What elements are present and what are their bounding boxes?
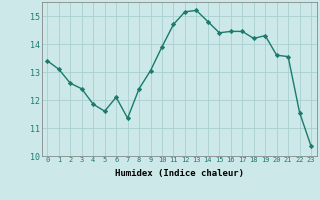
X-axis label: Humidex (Indice chaleur): Humidex (Indice chaleur) xyxy=(115,169,244,178)
